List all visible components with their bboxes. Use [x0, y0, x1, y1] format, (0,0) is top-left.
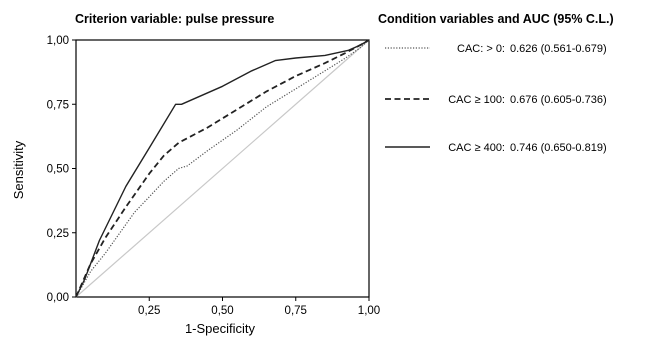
legend-label: CAC: > 0: [457, 43, 505, 55]
legend-auc: 0.626 (0.561-0.679) [510, 43, 607, 55]
legend-title: Condition variables and AUC (95% C.L.) [378, 12, 614, 26]
y-tick-label: 1,00 [47, 35, 69, 47]
chart-title: Criterion variable: pulse pressure [75, 12, 274, 26]
y-tick-label: 0,25 [47, 228, 69, 240]
x-tick-label: 0,25 [138, 305, 160, 317]
roc-curve-2 [75, 39, 370, 298]
plot-area: 0,25 0,50 0,75 1,00 0,00 0,25 0,50 0,75 1,00 [47, 35, 381, 317]
x-axis-title: 1-Specificity [185, 321, 256, 336]
x-tick-label: 0,75 [285, 305, 307, 317]
roc-curve-3 [75, 39, 370, 298]
roc-curve-1 [75, 39, 370, 298]
x-tick-label: 1,00 [358, 305, 380, 317]
legend-label: CAC ≥ 400: [448, 142, 505, 154]
y-tick-label: 0,75 [47, 99, 69, 111]
reference-diagonal [75, 39, 370, 298]
y-axis-title: Sensitivity [11, 140, 26, 199]
y-tick-label: 0,50 [47, 164, 69, 176]
y-tick-label: 0,00 [47, 292, 69, 304]
legend: CAC: > 0: 0.626 (0.561-0.679) CAC ≥ 100: 0.… [385, 43, 607, 154]
x-tick-label: 0,50 [211, 305, 233, 317]
legend-label: CAC ≥ 100: [448, 94, 505, 106]
legend-auc: 0.676 (0.605-0.736) [510, 94, 607, 106]
legend-auc: 0.746 (0.650-0.819) [510, 142, 607, 154]
